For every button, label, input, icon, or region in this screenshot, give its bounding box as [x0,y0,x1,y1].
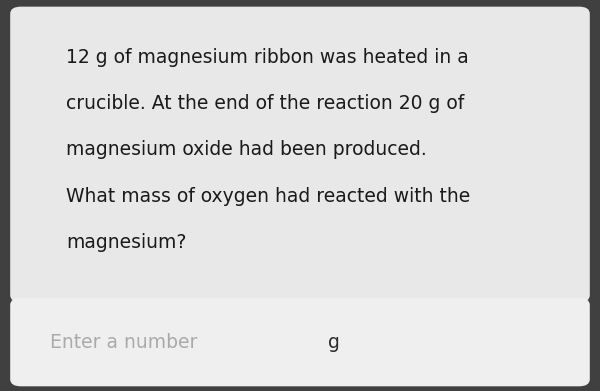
Text: 12 g of magnesium ribbon was heated in a: 12 g of magnesium ribbon was heated in a [66,48,469,67]
FancyBboxPatch shape [10,298,590,386]
Text: g: g [328,333,340,352]
Text: Enter a number: Enter a number [50,333,197,352]
FancyBboxPatch shape [10,7,590,302]
Text: crucible. At the end of the reaction 20 g of: crucible. At the end of the reaction 20 … [66,94,464,113]
Text: What mass of oxygen had reacted with the: What mass of oxygen had reacted with the [66,187,470,206]
Text: magnesium oxide had been produced.: magnesium oxide had been produced. [66,140,427,160]
Text: magnesium?: magnesium? [66,233,187,252]
